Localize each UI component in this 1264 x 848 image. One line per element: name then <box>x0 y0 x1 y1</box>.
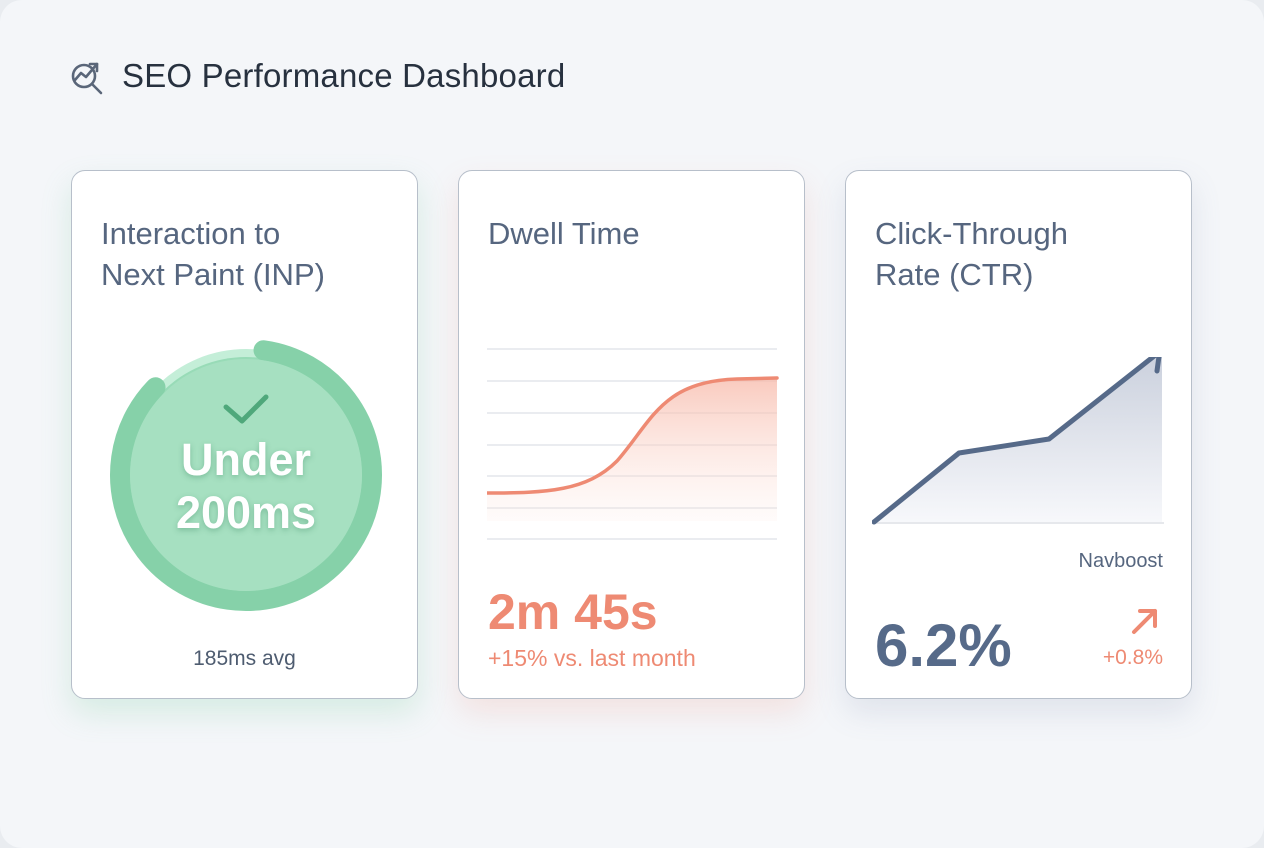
header: SEO Performance Dashboard <box>68 56 565 96</box>
chart-search-icon <box>71 62 103 95</box>
dwell-time-change: +15% vs. last month <box>488 645 696 671</box>
card-title: Interaction to Next Paint (INP) <box>101 216 325 292</box>
inp-card: Interaction to Next Paint (INP) Under 200m… <box>71 170 418 699</box>
dwell-time-line <box>487 376 779 495</box>
inp-progress-ring <box>110 339 382 611</box>
check-icon <box>223 394 269 424</box>
dwell-time-card: Dwell Time 2m 45s +15% vs. last month <box>458 170 805 699</box>
ctr-chart <box>872 357 1164 525</box>
page-title: SEO Performance Dashboard <box>122 57 566 94</box>
ctr-card: Click-Through Rate (CTR) Navboost 6.2% +0… <box>845 170 1192 699</box>
ctr-value: 6.2% <box>875 612 1012 679</box>
ctr-trend-line <box>872 357 1157 525</box>
inp-badge: Under 200ms <box>175 434 317 538</box>
chart-label: Navboost <box>1078 550 1164 572</box>
arrow-head-icon <box>1154 357 1162 374</box>
dwell-time-chart <box>487 348 779 540</box>
card-title: Dwell Time <box>488 216 640 251</box>
dwell-time-value: 2m 45s <box>488 584 658 640</box>
card-title: Click-Through Rate (CTR) <box>875 216 1068 292</box>
ctr-change: +0.8% <box>1102 646 1163 669</box>
inp-average: 185ms avg <box>193 647 296 670</box>
arrow-up-right-icon <box>1132 609 1157 634</box>
